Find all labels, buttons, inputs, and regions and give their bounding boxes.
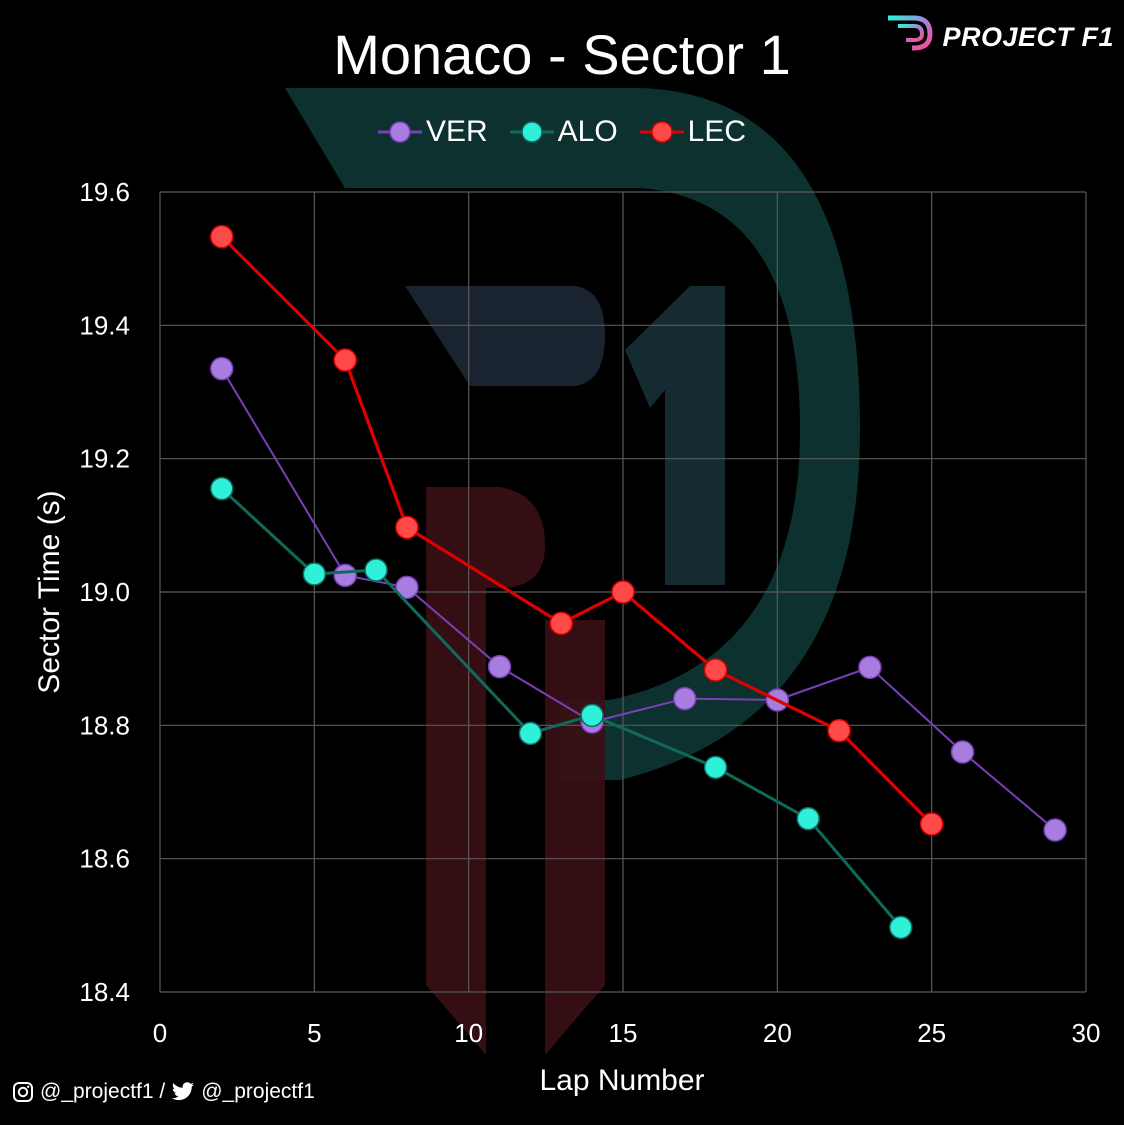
data-point-alo-0 — [209, 476, 234, 501]
y-tick-label-2: 18.8 — [79, 710, 130, 740]
y-tick-label-4: 19.2 — [79, 444, 130, 474]
x-tick-label-1: 5 — [307, 1018, 321, 1048]
data-point-alo-6 — [796, 806, 820, 831]
data-point-ver-0 — [209, 356, 234, 381]
chart-series — [209, 224, 1067, 940]
data-point-ver-5 — [672, 686, 697, 711]
data-point-lec-4 — [611, 580, 635, 604]
legend-item-lec: LEC — [639, 115, 747, 149]
x-tick-label-3: 15 — [609, 1018, 638, 1048]
data-point-alo-3 — [518, 721, 543, 746]
data-point-lec-3 — [549, 611, 574, 636]
legend-label-lec: LEC — [687, 115, 747, 148]
data-point-ver-3 — [487, 654, 512, 679]
brand-logo: PROJECT F1 — [884, 12, 1114, 62]
data-point-ver-8 — [950, 740, 975, 764]
data-point-alo-1 — [302, 562, 327, 586]
legend-item-ver: VER — [377, 115, 488, 149]
y-tick-label-6: 19.6 — [79, 177, 130, 207]
data-point-lec-6 — [827, 718, 851, 743]
y-tick-label-3: 19.0 — [79, 577, 130, 607]
watermark-one-shape — [625, 286, 725, 585]
chart-legend: VER ALO LEC — [0, 115, 1124, 149]
instagram-icon — [13, 1082, 33, 1102]
x-tick-label-6: 30 — [1072, 1018, 1101, 1048]
series-lec — [209, 224, 944, 836]
chart-title: Monaco - Sector 1 — [333, 23, 791, 86]
data-point-lec-7 — [919, 812, 944, 836]
x-tick-label-4: 20 — [763, 1018, 792, 1048]
chart-ticks: 0 5 10 15 20 25 30 18.4 18.6 18.8 19.0 19.2 19.4 19.6 — [79, 177, 1100, 1048]
watermark-p-bowl — [405, 286, 605, 386]
series-alo — [209, 476, 913, 940]
data-point-lec-1 — [333, 348, 357, 372]
watermark-d-shape — [285, 88, 860, 780]
data-point-ver-2 — [395, 575, 419, 600]
y-tick-label-5: 19.4 — [79, 310, 130, 340]
y-axis-label: Sector Time (s) — [33, 490, 66, 693]
legend-marker-lec — [639, 121, 684, 143]
footer-social: @_projectf1 / @_projectf1 — [12, 1080, 315, 1104]
data-point-alo-5 — [703, 755, 728, 780]
y-tick-label-1: 18.6 — [79, 844, 130, 874]
data-point-alo-7 — [889, 915, 913, 940]
data-point-lec-5 — [703, 658, 728, 682]
data-point-alo-4 — [580, 703, 604, 728]
data-point-ver-1 — [333, 563, 357, 588]
legend-item-alo: ALO — [509, 115, 618, 149]
data-point-ver-7 — [858, 655, 882, 680]
legend-marker-ver — [377, 121, 422, 143]
instagram-handle: @_projectf1 / — [40, 1080, 166, 1103]
x-axis-label: Lap Number — [539, 1064, 704, 1097]
x-tick-label-5: 25 — [917, 1018, 946, 1048]
x-tick-label-2: 10 — [454, 1018, 483, 1048]
watermark-p-stem — [426, 487, 545, 1055]
y-tick-label-0: 18.4 — [79, 977, 130, 1007]
twitter-icon — [172, 1082, 195, 1101]
data-point-lec-0 — [209, 224, 234, 249]
watermark-f-stem — [545, 620, 605, 1055]
brand-name: PROJECT F1 — [942, 21, 1114, 52]
project-f1-logo-icon — [888, 15, 933, 58]
x-tick-label-0: 0 — [153, 1018, 167, 1048]
data-point-lec-2 — [395, 515, 419, 540]
series-line-lec — [220, 235, 933, 826]
data-point-alo-2 — [364, 558, 388, 582]
legend-label-ver: VER — [425, 115, 488, 148]
legend-label-alo: ALO — [557, 115, 618, 148]
twitter-handle: @_projectf1 — [201, 1080, 315, 1103]
data-point-ver-9 — [1043, 818, 1067, 842]
legend-marker-alo — [509, 121, 554, 143]
